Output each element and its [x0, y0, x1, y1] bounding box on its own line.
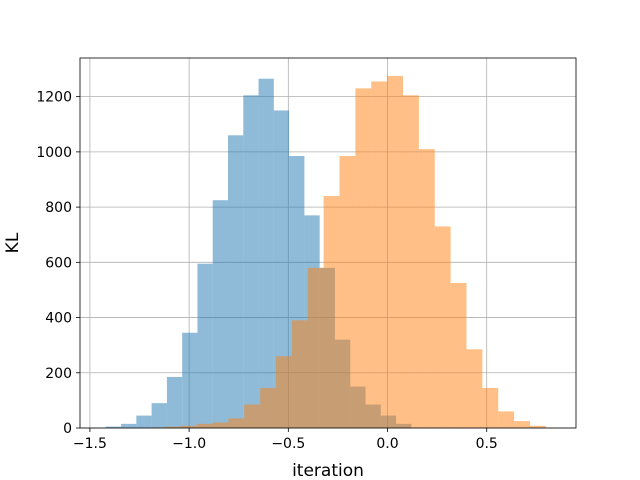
histogram-bar-series-2 — [244, 404, 261, 428]
histogram-bar-series-2 — [276, 356, 292, 428]
y-tick-label: 0 — [63, 421, 72, 437]
y-tick-label: 800 — [45, 200, 72, 216]
histogram-bar-series-1 — [258, 78, 274, 428]
histogram-bar-series-2 — [260, 387, 277, 428]
x-tick-label: 0.5 — [476, 436, 498, 452]
histogram-bar-series-2 — [498, 411, 515, 428]
histogram-bar-series-2 — [529, 425, 546, 428]
histogram-bar-series-2 — [450, 283, 467, 428]
histogram-bar-series-2 — [164, 426, 181, 428]
histogram-bar-series-2 — [323, 196, 340, 428]
y-tick-label: 1000 — [36, 145, 72, 161]
histogram-bar-series-2 — [212, 422, 229, 428]
plot-area-frame — [79, 57, 577, 429]
y-axis-title: KL — [3, 232, 23, 253]
y-tick-label: 600 — [45, 255, 72, 271]
histogram-bar-series-2 — [466, 349, 483, 428]
histogram-bar-series-1 — [182, 332, 198, 428]
histogram-bar-series-1 — [121, 423, 137, 428]
histogram-bar-series-2 — [434, 226, 451, 428]
histogram-bar-series-1 — [228, 135, 244, 429]
histogram-bar-series-2 — [180, 425, 197, 428]
histogram-bar-series-2 — [514, 421, 530, 428]
histogram-bar-series-1 — [151, 403, 167, 428]
histogram-bar-series-2 — [228, 418, 245, 428]
y-tick-label: 400 — [45, 311, 72, 327]
histogram-bar-series-1 — [136, 415, 152, 428]
x-tick-label: 0.0 — [376, 436, 398, 452]
histogram-bar-series-1 — [273, 110, 290, 429]
histogram-bar-series-2 — [355, 88, 372, 428]
x-tick-label: −1.5 — [73, 436, 107, 452]
histogram-bar-series-1 — [105, 426, 122, 428]
y-tick-label: 200 — [45, 366, 72, 382]
axis-ticks: −1.5 −1.0 −0.5 0.0 0.5 0 200 400 600 800 1000 1200 — [36, 90, 497, 452]
histogram-bar-series-2 — [482, 387, 499, 428]
x-tick-label: −1.0 — [172, 436, 206, 452]
histogram-bar-series-1 — [166, 376, 183, 428]
y-tick-label: 1200 — [36, 90, 72, 106]
histogram-bar-series-2 — [418, 149, 435, 429]
x-tick-label: −0.5 — [271, 436, 305, 452]
histogram-bar-series-1 — [243, 95, 259, 428]
histogram-bar-series-2 — [339, 156, 356, 428]
histogram-bar-series-2 — [402, 95, 419, 428]
histogram-bar-series-2 — [371, 81, 388, 428]
histogram-bar-series-1 — [212, 200, 229, 428]
histogram-bar-series-1 — [197, 263, 213, 428]
histogram-bar-series-2 — [291, 320, 308, 428]
histogram-bar-series-2 — [196, 423, 213, 428]
histogram-bar-series-2 — [307, 267, 324, 428]
histogram-bar-series-2 — [387, 75, 403, 429]
histogram-bars — [105, 75, 546, 429]
x-axis-title: iteration — [292, 461, 364, 480]
